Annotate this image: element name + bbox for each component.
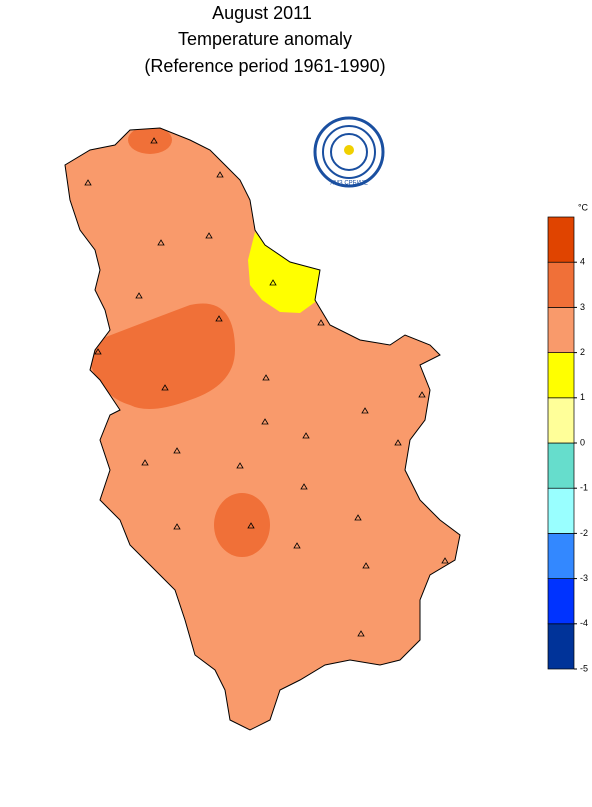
region xyxy=(85,303,235,409)
border xyxy=(64,127,461,731)
legend-unit: °C xyxy=(578,202,589,212)
region xyxy=(128,128,172,154)
region xyxy=(65,128,460,730)
station xyxy=(205,232,213,239)
station xyxy=(441,557,449,564)
legend-swatch xyxy=(547,216,575,263)
logo-sun xyxy=(344,145,354,155)
logo-ring xyxy=(313,116,385,188)
legend-swatch xyxy=(547,533,575,579)
station xyxy=(157,239,165,246)
logo: ХМЗ СРБИЈЕ xyxy=(313,116,385,188)
station xyxy=(216,171,224,178)
station xyxy=(135,292,143,299)
legend-tick-label: 4 xyxy=(580,257,585,267)
station xyxy=(354,514,362,521)
station xyxy=(361,407,369,414)
legend-swatch xyxy=(547,352,575,399)
legend-tick-label: 2 xyxy=(580,347,585,357)
region xyxy=(214,493,270,557)
anomaly-field xyxy=(65,128,460,730)
legend-tick-label: -3 xyxy=(580,573,588,583)
station xyxy=(261,418,269,425)
station xyxy=(173,447,181,454)
station xyxy=(84,179,92,186)
title-line: August 2011 xyxy=(212,3,312,23)
station xyxy=(247,522,255,529)
station xyxy=(236,462,244,469)
station xyxy=(394,439,402,446)
station xyxy=(141,459,149,466)
station xyxy=(161,384,169,391)
region xyxy=(248,232,325,313)
station xyxy=(362,562,370,569)
legend-swatch xyxy=(547,623,575,670)
legend-tick-label: -1 xyxy=(580,483,588,493)
station xyxy=(317,319,325,326)
legend: °C -5 -4 -3 -2 -1 0 1 2 3 4 xyxy=(547,202,589,673)
station xyxy=(150,137,158,144)
legend-swatch xyxy=(547,261,575,308)
legend-tick-label: -4 xyxy=(580,618,588,628)
title-line: Temperature anomaly xyxy=(178,29,352,49)
logo-ring xyxy=(330,133,368,171)
legend-swatch xyxy=(547,397,575,444)
legend-tick-label: 1 xyxy=(580,392,585,402)
legend-swatch xyxy=(547,307,575,353)
legend-tick-label: -2 xyxy=(580,528,588,538)
stations xyxy=(84,137,449,637)
legend-tick-label: -5 xyxy=(580,663,588,673)
station xyxy=(357,630,365,637)
title-line: (Reference period 1961-1990) xyxy=(144,56,385,76)
station xyxy=(300,483,308,490)
station xyxy=(302,432,310,439)
legend-tick-label: 0 xyxy=(580,437,585,447)
logo-text: ХМЗ СРБИЈЕ xyxy=(330,181,368,187)
station xyxy=(94,348,102,355)
station xyxy=(173,523,181,530)
legend-tick-label: 3 xyxy=(580,302,585,312)
logo-ring xyxy=(322,125,376,179)
station xyxy=(293,542,301,549)
legend-swatch xyxy=(547,578,575,625)
station xyxy=(269,279,277,286)
station xyxy=(262,374,270,381)
legend-swatch xyxy=(547,487,575,534)
station xyxy=(215,315,223,322)
legend-swatch xyxy=(547,442,575,489)
station xyxy=(418,391,426,398)
